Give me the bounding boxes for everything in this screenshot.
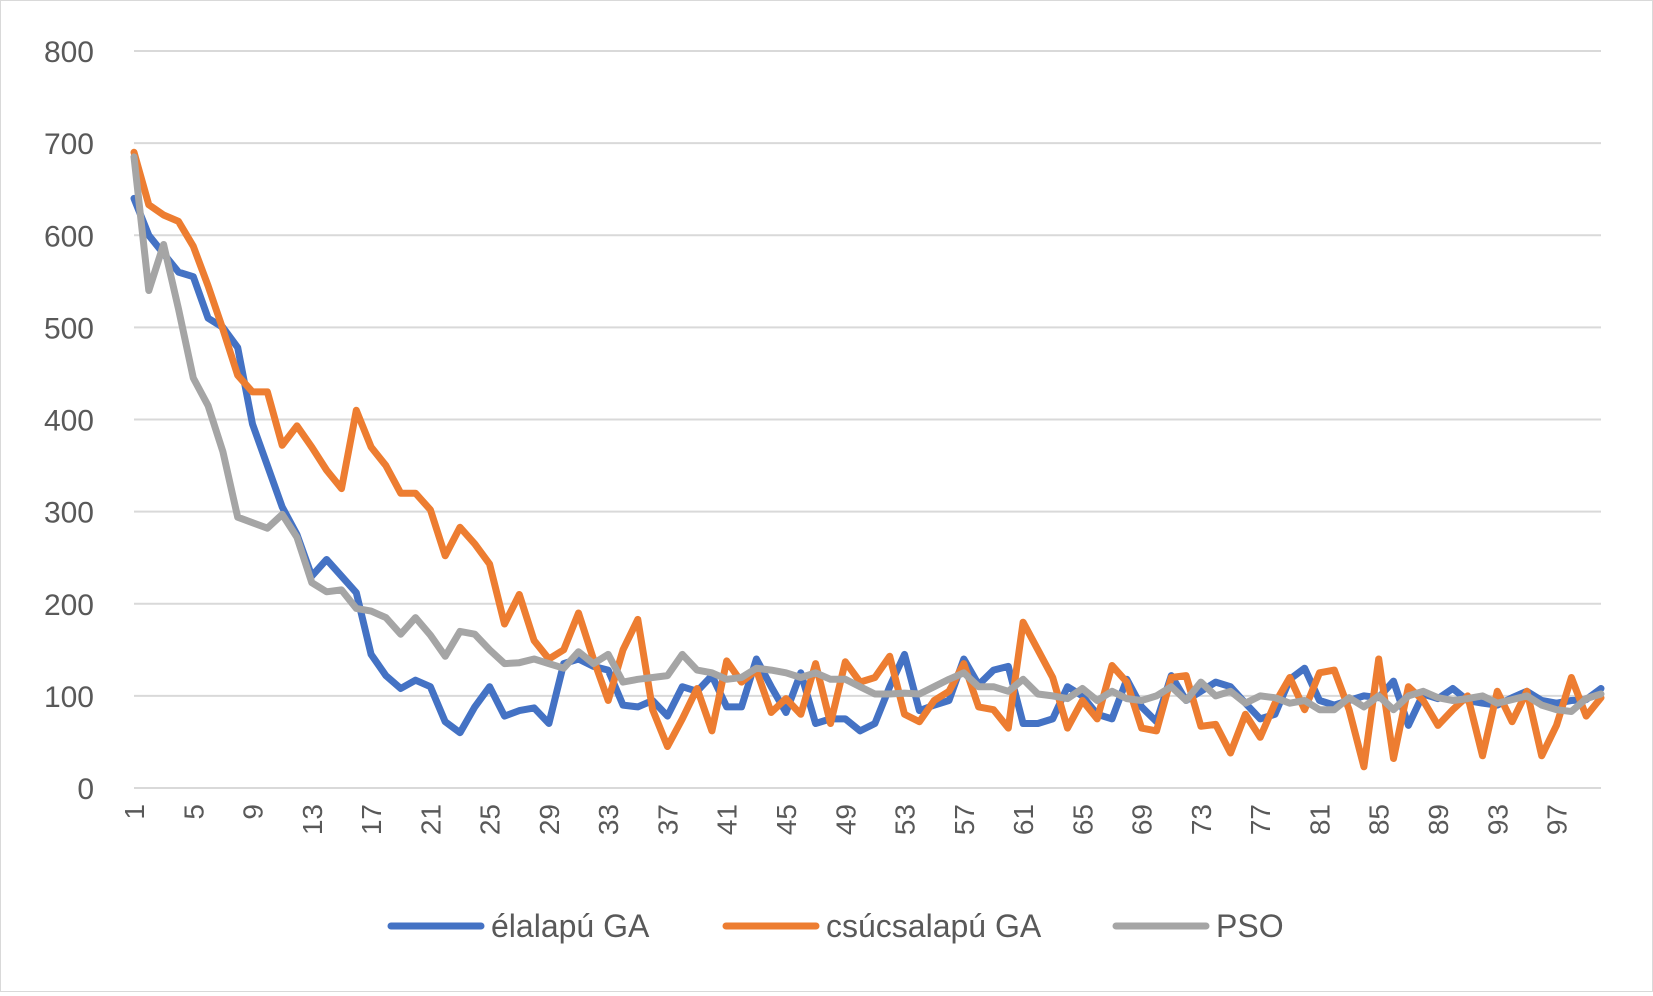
x-tick-label: 77 — [1245, 804, 1276, 835]
x-tick-label: 37 — [652, 804, 683, 835]
y-tick-label: 100 — [44, 681, 94, 714]
y-tick-label: 500 — [44, 312, 94, 345]
x-tick-label: 9 — [238, 804, 269, 820]
y-tick-label: 0 — [77, 773, 94, 806]
x-tick-label: 53 — [890, 804, 921, 835]
x-tick-label: 89 — [1423, 804, 1454, 835]
x-tick-label: 1 — [119, 804, 150, 820]
x-tick-label: 49 — [830, 804, 861, 835]
y-tick-label: 700 — [44, 128, 94, 161]
series-lines — [130, 148, 1605, 771]
series-line-1 — [130, 148, 1605, 771]
legend-label-2: PSO — [1216, 908, 1284, 944]
x-tick-label: 5 — [178, 804, 209, 820]
y-tick-label: 400 — [44, 405, 94, 438]
series-line-0 — [130, 194, 1605, 737]
gridlines — [134, 50, 1601, 789]
legend-label-1: csúcsalapú GA — [826, 908, 1042, 944]
x-tick-label: 21 — [415, 804, 446, 835]
x-tick-label: 33 — [593, 804, 624, 835]
legend-label-0: élalapú GA — [491, 908, 650, 944]
x-tick-label: 17 — [356, 804, 387, 835]
x-tick-label: 73 — [1186, 804, 1217, 835]
y-axis-tick-labels: 0 100 200 300 400 500 600 700 800 — [44, 36, 94, 806]
y-tick-label: 300 — [44, 497, 94, 530]
x-tick-label: 65 — [1067, 804, 1098, 835]
x-tick-label: 45 — [771, 804, 802, 835]
x-axis-tick-labels: 1 5 9 13 17 21 25 29 33 37 41 45 49 53 57 61 65 69 73 77 81 8… — [119, 804, 1573, 835]
legend: élalapú GA csúcsalapú GA PSO — [387, 908, 1284, 944]
x-tick-label: 13 — [297, 804, 328, 835]
x-tick-label: 93 — [1482, 804, 1513, 835]
x-tick-label: 81 — [1304, 804, 1335, 835]
series-line-2 — [130, 153, 1605, 715]
x-tick-label: 25 — [475, 804, 506, 835]
x-tick-label: 29 — [534, 804, 565, 835]
x-tick-label: 69 — [1127, 804, 1158, 835]
x-tick-label: 61 — [1008, 804, 1039, 835]
y-tick-label: 200 — [44, 589, 94, 622]
y-tick-label: 800 — [44, 36, 94, 69]
y-tick-label: 600 — [44, 220, 94, 253]
x-tick-label: 97 — [1542, 804, 1573, 835]
x-tick-label: 85 — [1364, 804, 1395, 835]
x-tick-label: 41 — [712, 804, 743, 835]
x-tick-label: 57 — [949, 804, 980, 835]
